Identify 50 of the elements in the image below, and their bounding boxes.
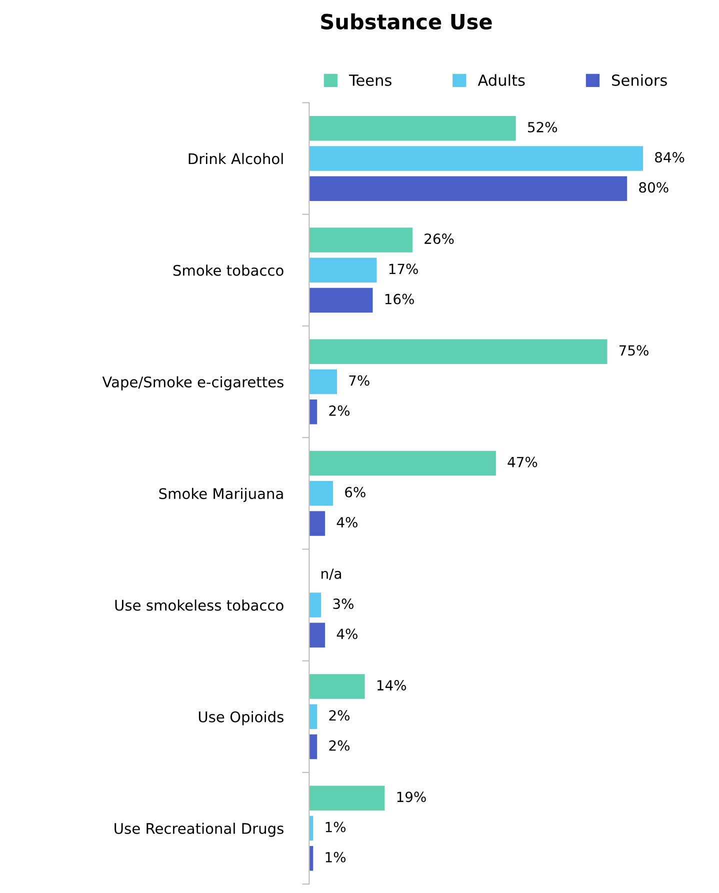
y-tick-label: Smoke Marijuana — [159, 488, 283, 502]
data-label: 4% — [336, 628, 358, 640]
legend-label: Seniors — [612, 74, 667, 86]
y-tick-label: Use Opioids — [198, 711, 284, 726]
bar — [309, 400, 318, 424]
bar — [309, 786, 385, 810]
data-label: 14% — [377, 680, 406, 691]
data-label: 2% — [329, 740, 350, 751]
data-label: 84% — [655, 152, 684, 163]
data-label: 4% — [336, 517, 358, 528]
y-tick-label: Use Recreational Drugs — [114, 822, 284, 837]
bar — [309, 116, 516, 141]
y-tick-label: Vape/Smoke e-cigarettes — [102, 376, 284, 390]
bar — [309, 481, 334, 506]
bar — [309, 369, 337, 394]
data-label: 75% — [619, 345, 648, 356]
data-label: 16% — [385, 294, 414, 304]
data-label: 52% — [528, 122, 558, 132]
data-label: 1% — [326, 822, 346, 832]
data-label: 2% — [329, 710, 350, 721]
bar — [309, 146, 643, 171]
legend-label: Adults — [478, 74, 525, 86]
data-label: 80% — [639, 182, 668, 193]
legend-label: Teens — [348, 74, 392, 86]
bar — [309, 734, 318, 760]
data-label: 6% — [345, 486, 366, 498]
data-label: 1% — [326, 852, 346, 862]
data-label: 2% — [329, 405, 350, 416]
data-label: 19% — [397, 792, 426, 802]
data-label: 26% — [424, 234, 454, 244]
bar — [309, 592, 322, 618]
bar — [309, 674, 365, 699]
chart-title: Substance Use — [321, 13, 492, 30]
data-label: 47% — [508, 456, 538, 468]
bar — [309, 704, 318, 729]
data-label: 3% — [333, 598, 354, 610]
data-label: 7% — [349, 375, 370, 386]
bar — [309, 511, 326, 536]
bar — [309, 228, 412, 252]
bar — [309, 450, 496, 476]
y-tick-label: Drink Alcohol — [188, 152, 283, 164]
bar — [309, 288, 373, 313]
bar — [309, 339, 608, 364]
y-tick-label: Use smokeless tobacco — [115, 599, 284, 611]
bar — [309, 622, 326, 648]
y-tick-label: Smoke tobacco — [173, 264, 284, 276]
bar — [309, 176, 628, 202]
bar — [309, 258, 377, 282]
data-label: 17% — [389, 264, 418, 274]
text: n/a — [322, 568, 342, 580]
